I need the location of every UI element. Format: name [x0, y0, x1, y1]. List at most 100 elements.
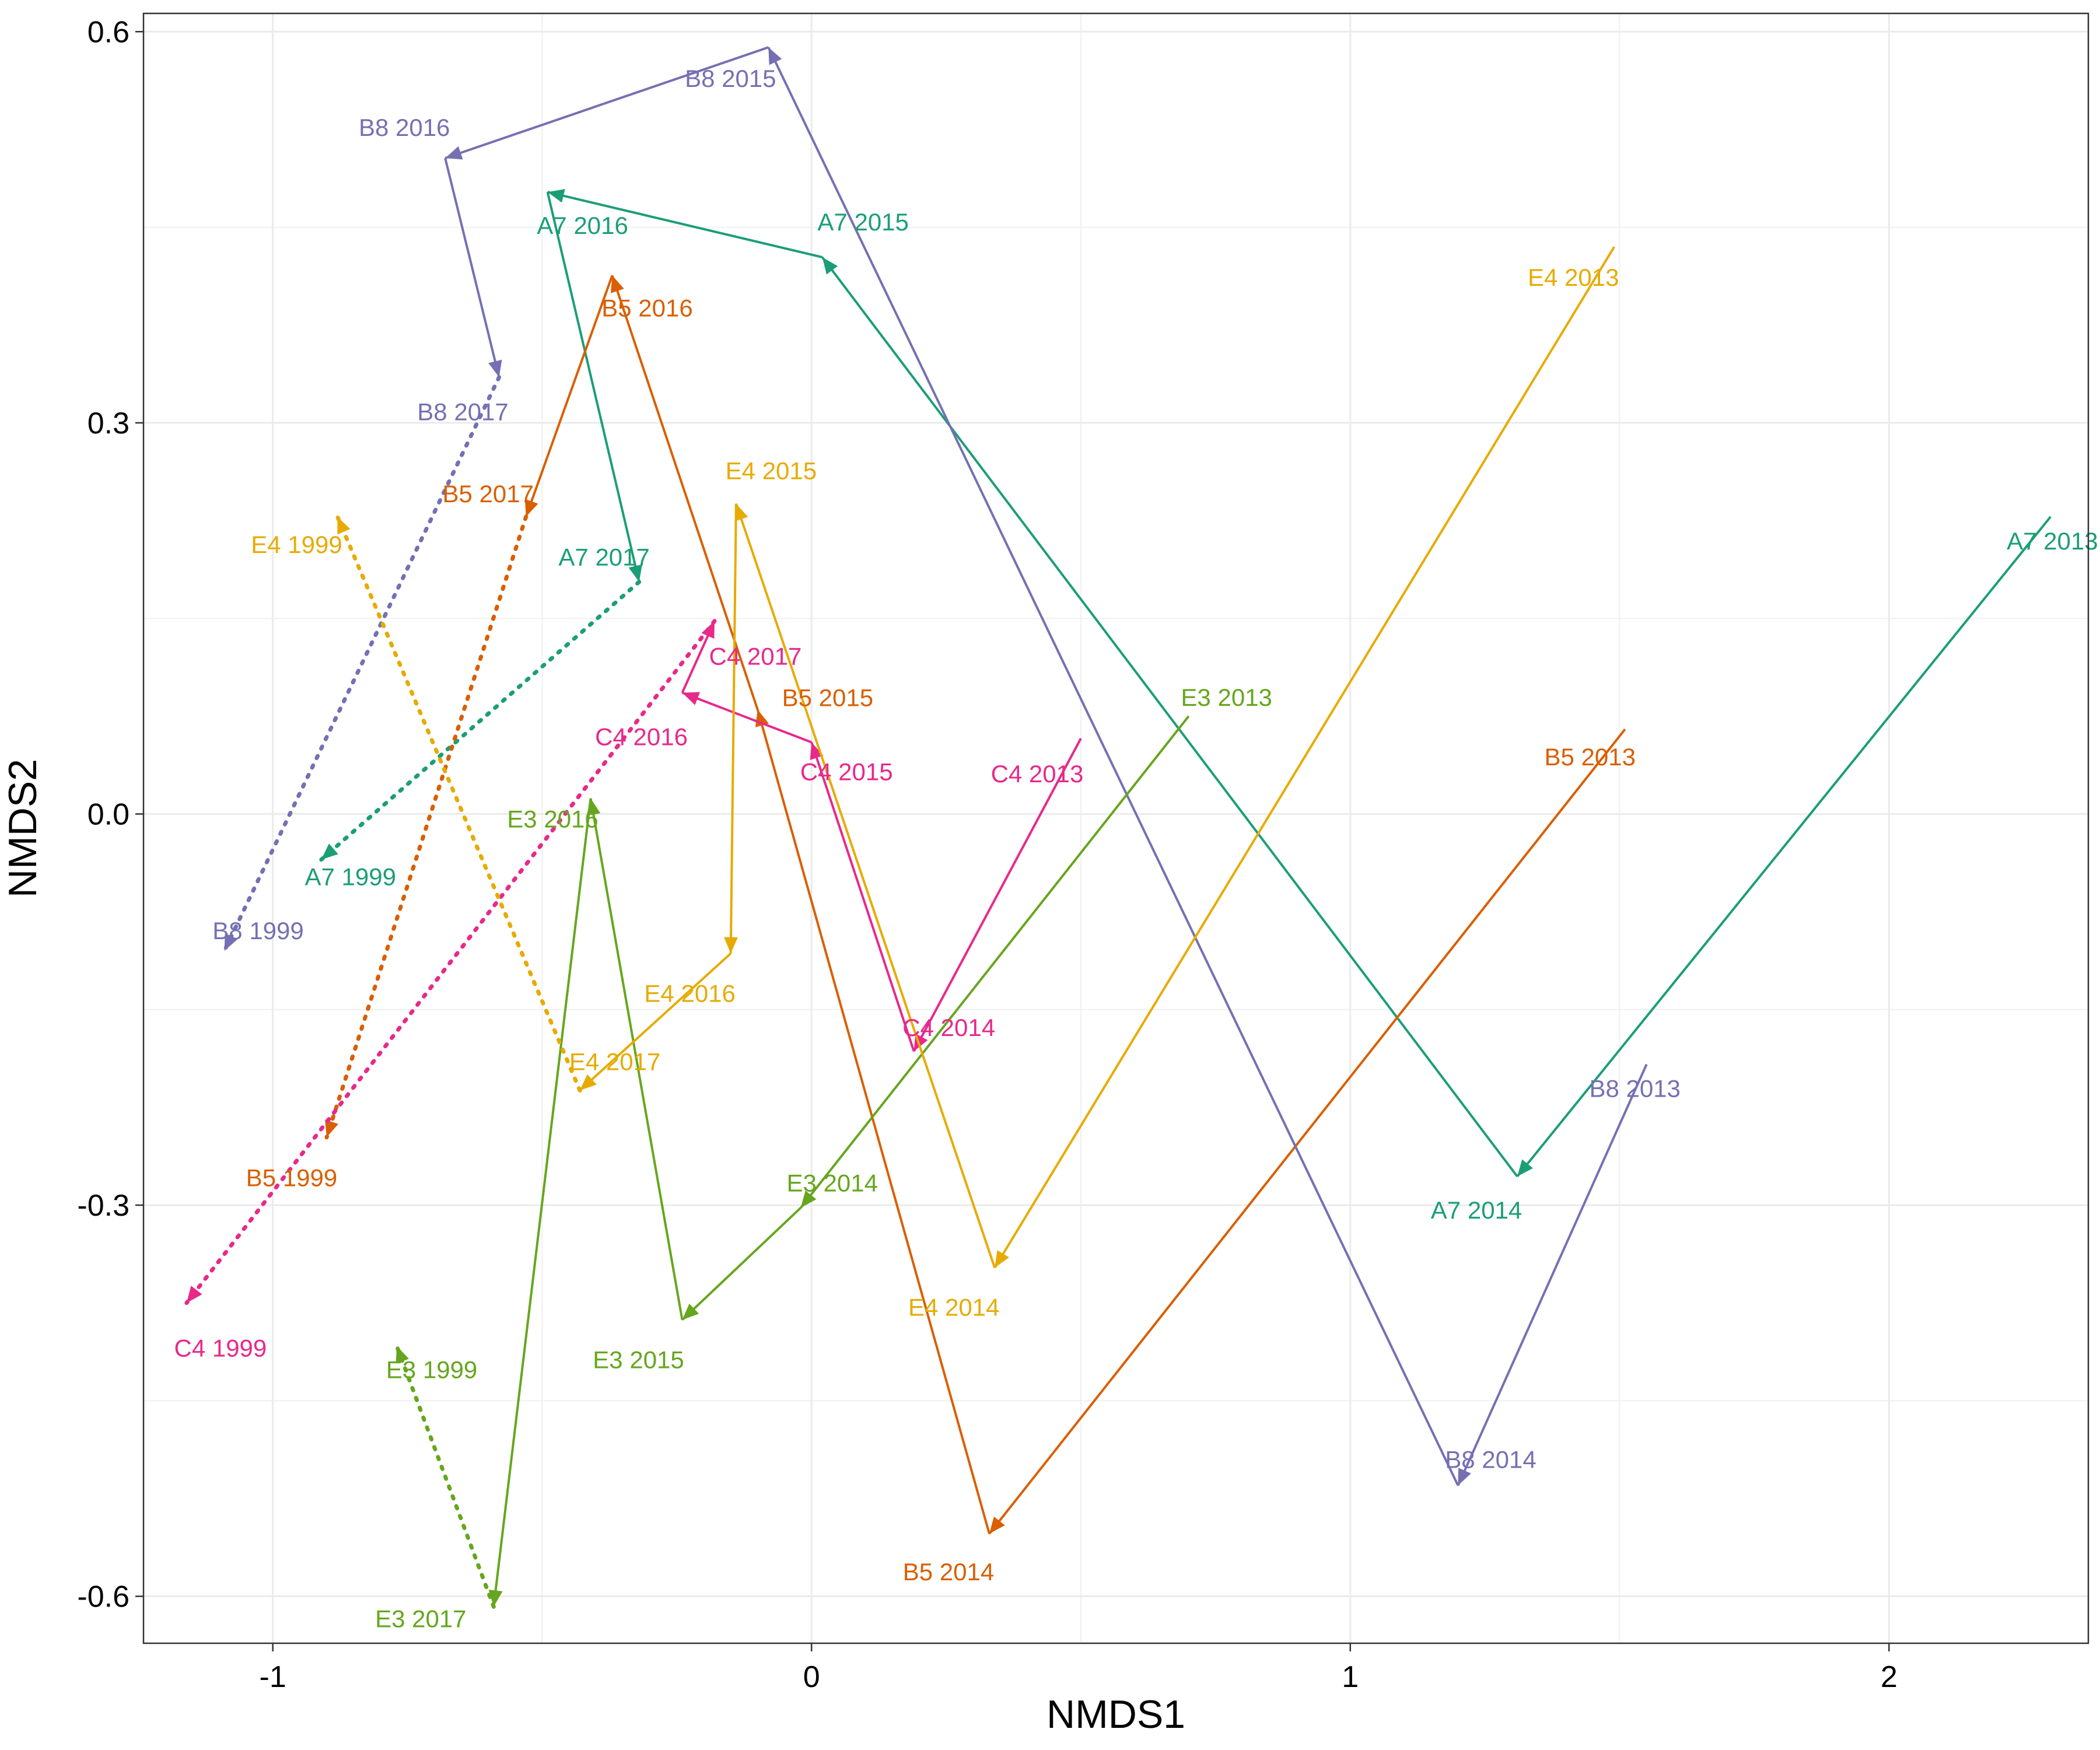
- trajectory-segment-e3: [589, 798, 684, 1321]
- trajectory-segment-e3-arrowhead: [682, 1303, 699, 1320]
- y-tick-label: 0.6: [88, 15, 130, 49]
- trajectory-paths: [184, 46, 2052, 1609]
- trajectory-segment-a7-arrowhead: [822, 257, 838, 275]
- point-label-b5-2015: B5 2015: [782, 684, 873, 712]
- y-tick-label: 0.3: [88, 407, 130, 440]
- point-label-b8-2017: B8 2017: [417, 398, 508, 426]
- trajectory-segment-c4-arrowhead: [810, 742, 824, 760]
- trajectory-segment-a7: [821, 256, 1518, 1178]
- point-label-c4-2014: C4 2014: [902, 1014, 995, 1041]
- point-label-c4-2017: C4 2017: [709, 643, 802, 670]
- point-label-b8-2013: B8 2013: [1589, 1075, 1680, 1102]
- point-label-e3-2015: E3 2015: [593, 1346, 684, 1374]
- trajectory-segment-e4-arrowhead: [724, 937, 738, 954]
- y-tick-label: 0.0: [88, 797, 130, 831]
- x-tick-label: -1: [260, 1660, 286, 1694]
- trajectory-segment-e4-arrowhead: [580, 1074, 597, 1091]
- trajectory-segment-e3: [681, 1206, 802, 1321]
- trajectory-segment-c4: [810, 741, 915, 1052]
- trajectory-return-e4: [335, 514, 582, 1093]
- trajectory-segment-a7-arrowhead: [628, 564, 642, 582]
- trajectory-segment-b8-arrowhead: [445, 146, 463, 160]
- point-label-b8-1999: B8 1999: [212, 917, 303, 944]
- trajectory-segment-a7: [546, 191, 640, 583]
- point-label-e4-2015: E4 2015: [726, 457, 817, 484]
- trajectory-return-e4-arrowhead: [337, 516, 351, 535]
- trajectory-segment-b8: [444, 46, 769, 159]
- trajectory-return-b8: [222, 375, 502, 953]
- trajectory-return-b5-arrowhead: [325, 1119, 338, 1138]
- point-label-b8-2014: B8 2014: [1445, 1446, 1536, 1474]
- point-label-e3-2013: E3 2013: [1181, 684, 1272, 711]
- point-label-e4-2016: E4 2016: [644, 980, 735, 1007]
- trajectory-segment-e3-arrowhead: [488, 1590, 503, 1607]
- trajectory-segment-e4: [735, 503, 996, 1268]
- point-label-b5-2014: B5 2014: [903, 1558, 994, 1586]
- point-label-b5-1999: B5 1999: [246, 1164, 337, 1192]
- trajectory-return-a7: [319, 580, 642, 862]
- trajectory-segment-c4: [912, 737, 1082, 1052]
- trajectory-segment-a7-arrowhead: [1517, 1159, 1533, 1177]
- point-label-b8-2016: B8 2016: [359, 114, 450, 141]
- trajectory-segment-b5-arrowhead: [611, 275, 624, 293]
- trajectory-segment-b5: [524, 275, 614, 517]
- trajectory-return-b8-arrowhead: [224, 933, 238, 951]
- point-label-e3-2014: E3 2014: [786, 1169, 877, 1196]
- point-labels: A7 1999 A7 2013 A7 2014 A7 2015 A7 2016 A7 20…: [174, 65, 2098, 1632]
- point-label-c4-2013: C4 2013: [991, 760, 1084, 788]
- point-label-e4-1999: E4 1999: [251, 531, 342, 558]
- y-tick-label: -0.3: [77, 1189, 130, 1223]
- trajectory-segment-b5-arrowhead: [989, 1516, 1005, 1534]
- trajectory-segment-b8-arrowhead: [1458, 1468, 1471, 1486]
- trajectory-segment-e4-arrowhead: [734, 503, 748, 522]
- plot-panel-border: [142, 12, 2090, 1644]
- trajectory-segment-c4: [681, 691, 812, 744]
- trajectory-segment-b8-arrowhead: [488, 359, 502, 377]
- trajectory-segment-b8: [1457, 1063, 1648, 1486]
- trajectory-segment-e4-arrowhead: [995, 1250, 1009, 1268]
- x-tick-label: 1: [1342, 1660, 1359, 1694]
- point-label-e4-2017: E4 2017: [569, 1048, 660, 1075]
- y-axis-title: NMDS2: [1, 759, 45, 898]
- trajectory-segment-c4-arrowhead: [682, 692, 700, 705]
- point-label-e3-1999: E3 1999: [386, 1356, 477, 1383]
- trajectory-segment-b8-arrowhead: [768, 47, 782, 65]
- trajectory-segment-e3: [800, 715, 1190, 1209]
- point-label-b8-2015: B8 2015: [685, 65, 776, 92]
- trajectory-segment-b5: [756, 709, 991, 1534]
- point-label-e3-2016: E3 2016: [507, 806, 598, 833]
- point-label-c4-2015: C4 2015: [800, 758, 893, 785]
- point-label-b5-2013: B5 2013: [1545, 743, 1636, 771]
- y-tick-label: -0.6: [77, 1580, 130, 1614]
- point-label-a7-2017: A7 2017: [558, 544, 649, 571]
- point-label-e4-2014: E4 2014: [908, 1293, 999, 1321]
- point-label-a7-2015: A7 2015: [817, 208, 908, 236]
- point-label-c4-1999: C4 1999: [174, 1335, 267, 1362]
- point-label-a7-2014: A7 2014: [1431, 1196, 1522, 1224]
- grid-lines: [144, 13, 2088, 1643]
- x-tick-label: 2: [1881, 1660, 1898, 1694]
- point-label-b5-2017: B5 2017: [442, 480, 533, 508]
- x-tick-label: 0: [803, 1660, 820, 1694]
- point-label-a7-1999: A7 1999: [305, 863, 396, 891]
- x-axis-title: NMDS1: [1046, 1692, 1185, 1737]
- trajectory-return-a7-arrowhead: [321, 844, 338, 860]
- trajectory-segment-e4: [579, 953, 732, 1091]
- trajectory-return-e3: [394, 1343, 496, 1609]
- trajectory-return-b5: [324, 514, 528, 1140]
- trajectory-segment-e3-arrowhead: [800, 1191, 817, 1208]
- trajectory-segment-b8: [444, 158, 501, 378]
- trajectory-return-e3-arrowhead: [396, 1346, 410, 1364]
- point-label-e4-2013: E4 2013: [1528, 264, 1619, 291]
- trajectory-segment-e3: [492, 798, 592, 1607]
- point-label-e3-2017: E3 2017: [375, 1605, 466, 1632]
- trajectory-segment-a7: [547, 191, 823, 258]
- axis-ticks: -1 0 1 2 -0.6 -0.3 0.0 0.3 0.6: [77, 15, 1897, 1694]
- trajectory-segment-a7-arrowhead: [547, 189, 565, 203]
- trajectory-segment-b5: [988, 728, 1626, 1535]
- point-label-a7-2013: A7 2013: [2007, 527, 2098, 555]
- point-label-a7-2016: A7 2016: [537, 212, 628, 239]
- point-label-c4-2016: C4 2016: [595, 723, 688, 751]
- trajectory-return-c4-arrowhead: [186, 1286, 202, 1303]
